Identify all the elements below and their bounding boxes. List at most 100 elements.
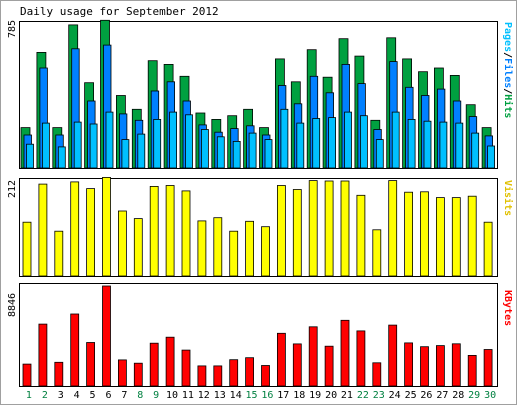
- kbytes-bar: [372, 362, 382, 387]
- pages-bar: [169, 111, 178, 169]
- day-label: 20: [325, 390, 337, 401]
- kbytes-bar: [308, 326, 318, 387]
- day-label: 23: [373, 390, 385, 401]
- kbytes-bar: [165, 336, 175, 387]
- panel-frame: [19, 283, 498, 387]
- visits-bar: [308, 180, 318, 277]
- visits-bar: [467, 195, 477, 277]
- kbytes-bar: [388, 324, 398, 387]
- kbytes-bar: [118, 359, 127, 387]
- kbytes-bar: [467, 354, 477, 387]
- kbytes-bar: [70, 313, 80, 387]
- visits-bar: [22, 221, 32, 277]
- visits-panel: [19, 176, 498, 277]
- kbytes-bar: [229, 359, 239, 387]
- kbytes-bar: [133, 362, 143, 387]
- day-label: 19: [309, 390, 321, 401]
- visits-bar: [54, 230, 64, 277]
- day-label: 22: [357, 390, 369, 401]
- hits-files-pages-legend: Pages/Files/Hits: [502, 22, 514, 118]
- kbytes-bar: [435, 345, 445, 387]
- kbytes-bar: [213, 365, 223, 387]
- visits-bar: [70, 181, 80, 277]
- kbytes-bar: [22, 363, 32, 387]
- visits-bar: [213, 217, 223, 277]
- kbytes-bar: [149, 342, 159, 387]
- pages-bar: [471, 132, 480, 169]
- visits-bar: [229, 230, 239, 277]
- day-label: 21: [341, 390, 353, 401]
- day-label: 14: [230, 390, 242, 401]
- visits-bar: [261, 226, 270, 277]
- visits-bar: [324, 180, 334, 277]
- visits-bar: [38, 183, 48, 277]
- pages-bar: [423, 120, 432, 169]
- legend-pages: Pages: [502, 22, 513, 52]
- day-label: 26: [420, 390, 432, 401]
- kbytes-bar: [245, 357, 255, 387]
- pages-bar: [359, 115, 368, 169]
- day-label: 24: [389, 390, 401, 401]
- pages-bar: [328, 117, 337, 169]
- panel-frame: [19, 21, 498, 169]
- kbytes-bar: [420, 346, 429, 387]
- visits-bar: [197, 220, 207, 277]
- legend-files: Files: [502, 58, 514, 88]
- visits-bar: [340, 180, 350, 277]
- pages-bar: [232, 140, 241, 169]
- visits-bar: [372, 229, 382, 277]
- day-label: 16: [261, 390, 273, 401]
- pages-bar: [121, 139, 130, 169]
- kbytes-bar: [404, 342, 414, 387]
- pages-bar: [375, 139, 384, 169]
- pages-bar: [89, 123, 98, 169]
- kbytes-bar: [356, 330, 366, 387]
- day-label: 7: [121, 390, 127, 401]
- kbytes-bar: [54, 361, 64, 387]
- day-label: 2: [42, 390, 48, 401]
- pages-bar: [487, 145, 496, 169]
- pages-bar: [248, 132, 257, 169]
- legend-sep-1: /: [502, 52, 513, 58]
- visits-bar: [181, 190, 191, 277]
- kbytes-bar: [324, 345, 334, 387]
- pages-bar: [200, 129, 209, 169]
- kbytes-legend: KBytes: [502, 290, 513, 326]
- pages-bar: [280, 108, 289, 169]
- pages-bar: [296, 122, 305, 169]
- pages-bar: [312, 118, 321, 169]
- pages-bar: [57, 146, 66, 169]
- chart-title: Daily usage for September 2012: [20, 5, 219, 18]
- day-label: 18: [293, 390, 305, 401]
- visits-bar: [356, 194, 366, 277]
- visits-bar: [102, 176, 111, 277]
- visits-bar: [118, 210, 127, 277]
- visits-bar: [165, 185, 175, 277]
- kbytes-bar: [181, 349, 191, 387]
- day-label: 1: [26, 390, 32, 401]
- day-label: 13: [214, 390, 226, 401]
- visits-bar: [276, 185, 286, 277]
- pages-bar: [391, 111, 400, 169]
- kbytes-bar: [197, 365, 207, 387]
- visits-bar: [388, 180, 398, 277]
- visits-bar: [483, 221, 493, 277]
- visits-bar: [86, 188, 95, 277]
- day-label: 5: [89, 390, 95, 401]
- day-label: 29: [468, 390, 480, 401]
- pages-bar: [26, 143, 34, 169]
- pages-bar: [42, 122, 50, 169]
- panel-frame: [19, 178, 498, 277]
- day-label: 12: [198, 390, 210, 401]
- visits-bar: [404, 191, 414, 277]
- kbytes-bar: [86, 342, 95, 387]
- visits-bar: [149, 185, 159, 277]
- day-label: 28: [452, 390, 464, 401]
- kbytes-bar: [483, 349, 493, 387]
- day-label: 10: [166, 390, 178, 401]
- visits-bar: [292, 189, 302, 277]
- pages-bar: [216, 136, 225, 169]
- pages-bar: [407, 119, 416, 169]
- kbytes-bar: [292, 343, 302, 387]
